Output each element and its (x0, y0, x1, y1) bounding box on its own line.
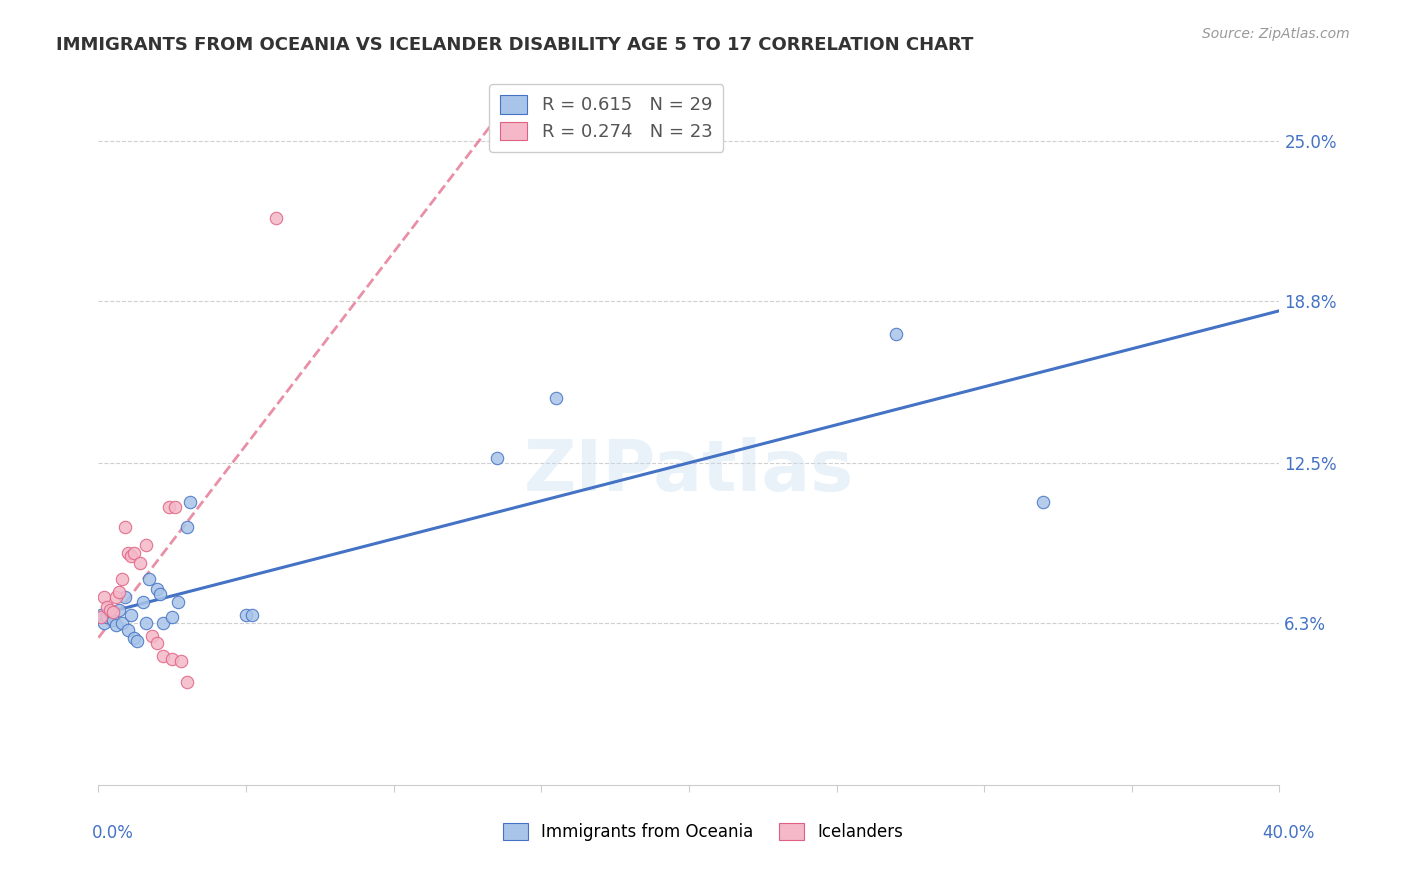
Point (120, 607, 142, 622)
Text: IMMIGRANTS FROM OCEANIA VS ICELANDER DISABILITY AGE 5 TO 17 CORRELATION CHART: IMMIGRANTS FROM OCEANIA VS ICELANDER DIS… (56, 36, 973, 54)
Point (108, 584, 131, 599)
Legend: Immigrants from Oceania, Icelanders: Immigrants from Oceania, Icelanders (496, 816, 910, 848)
Point (884, 326, 907, 341)
Point (117, 624, 139, 638)
Point (96, 610, 118, 624)
Point (90, 610, 112, 624)
Point (105, 618, 128, 632)
Legend: R = 0.615   N = 29, R = 0.274   N = 23: R = 0.615 N = 29, R = 0.274 N = 23 (489, 85, 723, 152)
Point (117, 546, 139, 560)
Point (120, 549, 142, 563)
Point (98, 605, 121, 619)
Point (152, 615, 174, 630)
Point (103, 605, 125, 619)
Point (546, 392, 568, 406)
Point (135, 538, 157, 552)
Point (96, 600, 118, 615)
Point (141, 628, 163, 642)
Point (157, 500, 180, 514)
Point (93, 590, 115, 604)
Point (111, 615, 134, 630)
Point (235, 607, 257, 622)
Point (486, 450, 509, 465)
Point (122, 631, 145, 645)
Point (146, 636, 169, 650)
Point (105, 590, 128, 604)
Point (240, 607, 263, 622)
Point (125, 633, 148, 648)
Point (176, 674, 198, 689)
Point (176, 520, 198, 534)
Point (128, 557, 150, 571)
Point (167, 595, 190, 609)
Point (132, 595, 155, 609)
Point (162, 610, 183, 624)
Point (1032, 494, 1054, 508)
Point (135, 615, 157, 630)
Point (170, 654, 193, 668)
Text: ZIPatlas: ZIPatlas (524, 437, 853, 507)
Point (122, 546, 145, 560)
Point (108, 603, 131, 617)
Point (114, 590, 136, 604)
Text: 0.0%: 0.0% (91, 824, 134, 842)
Point (114, 520, 136, 534)
Text: Source: ZipAtlas.com: Source: ZipAtlas.com (1202, 27, 1350, 41)
Point (98, 603, 121, 617)
Point (165, 500, 187, 514)
Point (93, 615, 115, 630)
Point (179, 494, 201, 508)
Point (111, 572, 134, 586)
Point (138, 572, 160, 586)
Point (264, 211, 287, 225)
Point (90, 607, 112, 622)
Text: 40.0%: 40.0% (1263, 824, 1315, 842)
Point (146, 582, 169, 596)
Point (152, 649, 174, 664)
Point (162, 651, 183, 665)
Point (103, 613, 125, 627)
Point (149, 587, 172, 601)
